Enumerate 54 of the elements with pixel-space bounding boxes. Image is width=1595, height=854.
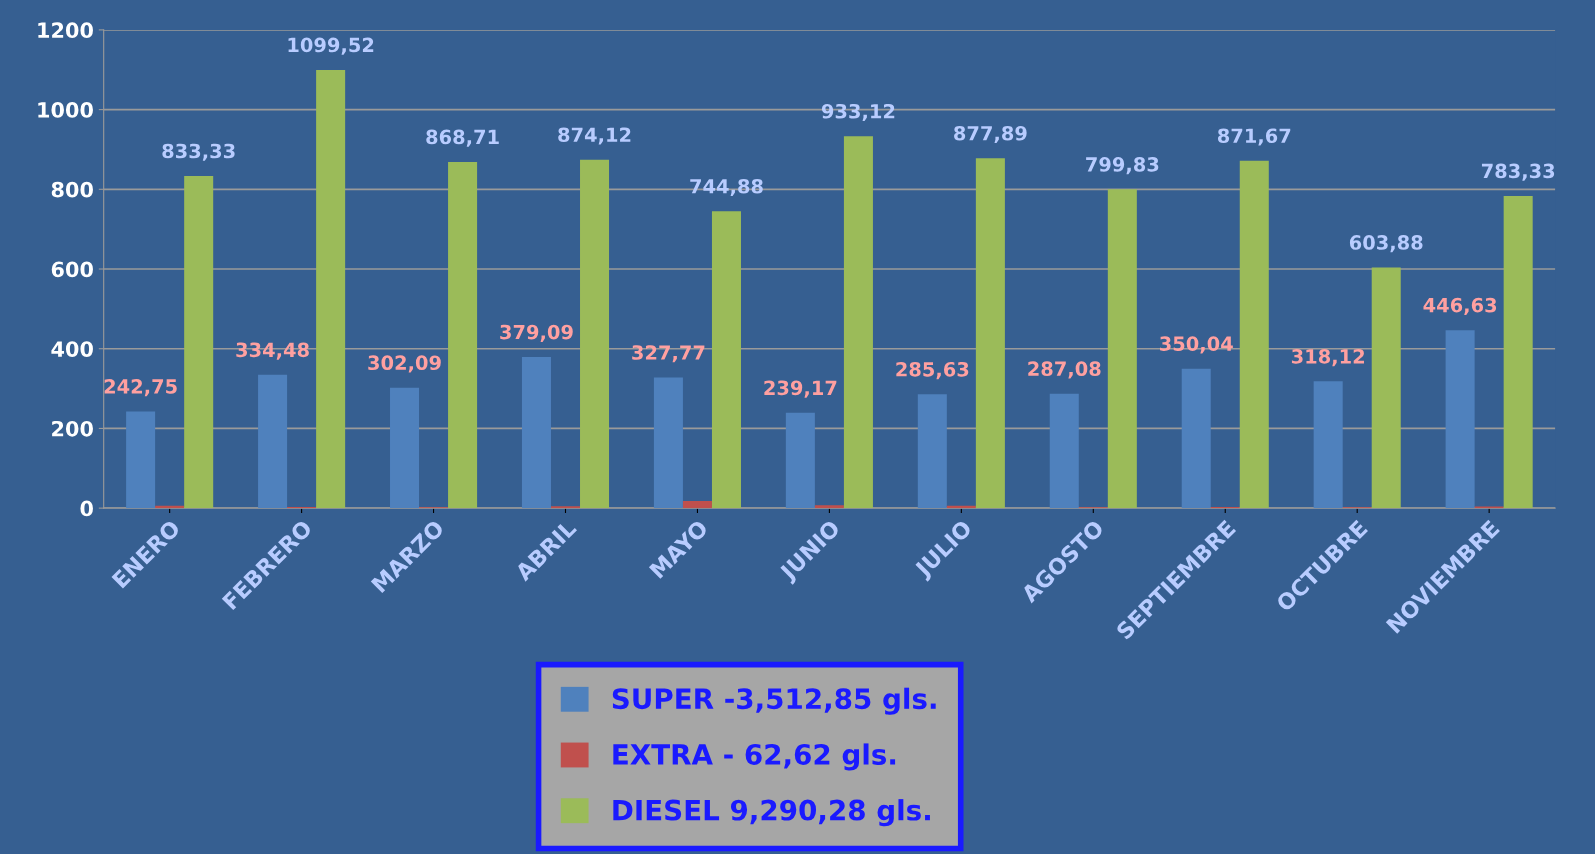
y-tick-label: 800 xyxy=(51,181,93,198)
data-label: 446,63 xyxy=(1423,297,1497,315)
bar xyxy=(390,387,420,509)
y-tick-label: 400 xyxy=(51,341,93,357)
data-label: 242,75 xyxy=(104,379,177,397)
data-label: 799,83 xyxy=(1086,157,1159,175)
data-label: 285,63 xyxy=(896,361,969,380)
data-label: 877,89 xyxy=(954,125,1027,144)
bar xyxy=(1313,381,1343,509)
bar xyxy=(1503,195,1533,509)
bar xyxy=(258,374,288,509)
bar xyxy=(126,411,156,509)
data-label: 603,88 xyxy=(1349,235,1423,253)
data-label: 874,12 xyxy=(558,127,631,145)
y-tick-label: 0 xyxy=(80,500,93,517)
bar xyxy=(975,158,1005,509)
legend-label: SUPER -3,512,85 gls. xyxy=(612,687,936,715)
legend-label: DIESEL 9,290,28 gls. xyxy=(613,799,930,827)
bar xyxy=(843,136,873,509)
bar xyxy=(1445,330,1475,509)
data-label: 327,77 xyxy=(632,345,705,363)
bar xyxy=(1049,393,1079,509)
y-tick-label: 200 xyxy=(52,420,93,437)
y-tick-label: 600 xyxy=(51,261,93,278)
data-label: 287,08 xyxy=(1028,361,1101,379)
bar xyxy=(785,412,815,509)
bar xyxy=(814,505,844,509)
bar xyxy=(1181,368,1211,509)
bar xyxy=(1239,160,1269,509)
data-label: 833,33 xyxy=(162,143,235,161)
data-label: 379,09 xyxy=(500,324,573,342)
bar xyxy=(316,69,346,509)
data-label: 350,04 xyxy=(1160,336,1233,354)
data-label: 1099,52 xyxy=(288,37,374,55)
data-label: 783,33 xyxy=(1481,163,1555,181)
y-tick-label: 1200 xyxy=(38,22,93,39)
bar xyxy=(184,176,214,509)
data-label: 334,48 xyxy=(236,342,309,360)
data-label: 868,71 xyxy=(426,129,499,147)
bar xyxy=(1107,189,1137,509)
data-label: 239,17 xyxy=(764,380,837,398)
y-tick-label: 1000 xyxy=(38,102,93,118)
bar xyxy=(917,394,947,509)
bar xyxy=(1371,267,1401,509)
bar xyxy=(521,357,551,509)
bar xyxy=(580,159,610,509)
bar xyxy=(711,211,741,509)
data-label: 871,67 xyxy=(1217,128,1291,146)
legend-label: EXTRA - 62,62 gls. xyxy=(613,743,896,771)
data-label: 302,09 xyxy=(368,355,441,373)
bar xyxy=(653,377,683,509)
bar xyxy=(448,161,478,509)
bar xyxy=(682,500,712,509)
data-label: 318,12 xyxy=(1291,348,1364,367)
